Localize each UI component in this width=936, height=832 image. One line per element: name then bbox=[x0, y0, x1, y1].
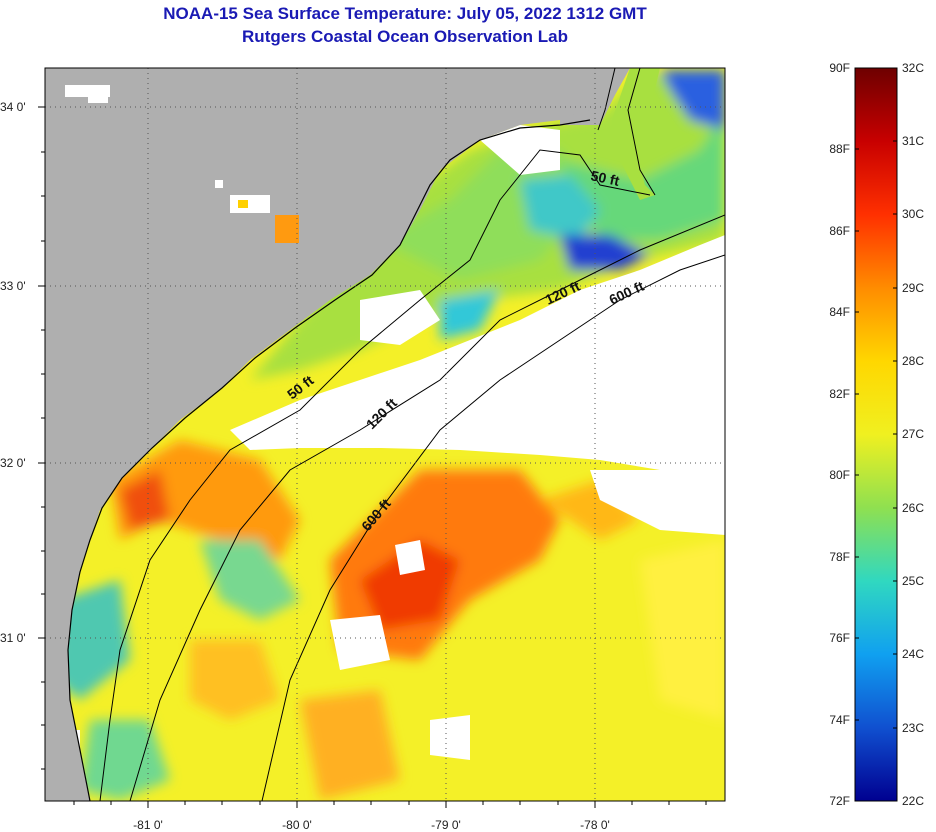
cloud-mask bbox=[60, 125, 725, 760]
colorbar-f-label: 80F bbox=[829, 468, 850, 482]
axis-ticks bbox=[38, 106, 707, 808]
lat-label: 31 0' bbox=[0, 631, 26, 645]
contour-600ft bbox=[261, 254, 725, 801]
colorbar-c-label: 27C bbox=[902, 427, 924, 441]
colorbar-f-label: 78F bbox=[829, 550, 850, 564]
colorbar-c-label: 23C bbox=[902, 721, 924, 735]
colorbar-c-label: 22C bbox=[902, 794, 924, 808]
lon-label: -79 0' bbox=[431, 818, 461, 832]
lat-label: 34 0' bbox=[0, 100, 26, 114]
contour-label-50ft-north: 50 ft bbox=[589, 167, 621, 189]
colorbar-c-label: 29C bbox=[902, 281, 924, 295]
colorbar bbox=[854, 67, 898, 802]
colorbar-c-label: 28C bbox=[902, 354, 924, 368]
isobath-contours bbox=[99, 149, 725, 801]
colorbar-f-label: 88F bbox=[829, 142, 850, 156]
contour-120ft bbox=[129, 214, 725, 801]
colorbar-c-label: 32C bbox=[902, 61, 924, 75]
map-plot-area bbox=[45, 68, 725, 801]
colorbar-c-label: 25C bbox=[902, 574, 924, 588]
map-frame bbox=[44, 67, 726, 802]
colorbar-f-label: 74F bbox=[829, 713, 850, 727]
graticule bbox=[45, 68, 725, 801]
coastline-inlets bbox=[597, 68, 656, 196]
colorbar-c-label: 30C bbox=[902, 207, 924, 221]
colorbar-f-label: 84F bbox=[829, 305, 850, 319]
colorbar-f-label: 76F bbox=[829, 631, 850, 645]
lat-label: 33 0' bbox=[0, 279, 26, 293]
map-title: NOAA-15 Sea Surface Temperature: July 05… bbox=[163, 4, 647, 23]
lat-label: 32 0' bbox=[0, 456, 26, 470]
inland-specks bbox=[65, 85, 299, 243]
lon-label: -81 0' bbox=[133, 818, 163, 832]
colorbar-f-label: 72F bbox=[829, 794, 850, 808]
colorbar-f-label: 82F bbox=[829, 387, 850, 401]
coastline bbox=[67, 119, 591, 801]
land-mass bbox=[45, 68, 590, 801]
contour-50ft bbox=[99, 149, 651, 801]
colorbar-gradient bbox=[854, 67, 898, 802]
map-subtitle: Rutgers Coastal Ocean Observation Lab bbox=[242, 27, 568, 46]
land-mass-north bbox=[560, 68, 630, 125]
colorbar-c-label: 31C bbox=[902, 134, 924, 148]
colorbar-f-label: 90F bbox=[829, 61, 850, 75]
lon-label: -78 0' bbox=[580, 818, 610, 832]
colorbar-c-label: 24C bbox=[902, 647, 924, 661]
lon-label: -80 0' bbox=[282, 818, 312, 832]
colorbar-f-label: 86F bbox=[829, 224, 850, 238]
colorbar-c-label: 26C bbox=[902, 501, 924, 515]
